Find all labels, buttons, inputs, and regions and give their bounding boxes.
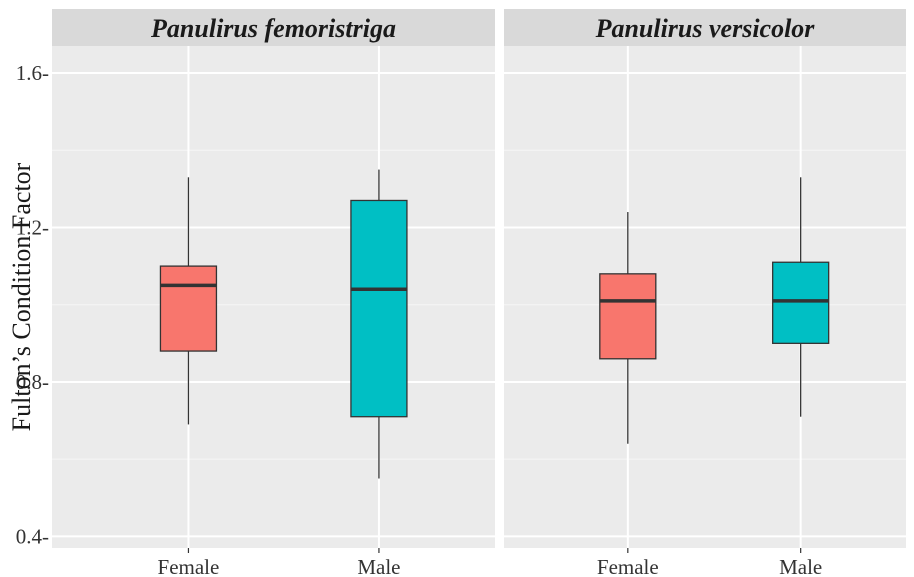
boxplots (599, 177, 830, 444)
y-tick-label: 0.8- (16, 370, 49, 394)
box-body (350, 199, 408, 418)
box-female (159, 177, 218, 425)
box-body (599, 273, 657, 360)
box-male (772, 177, 830, 417)
panel-title: Panulirus femoristriga (150, 14, 396, 43)
x-tick-label: Male (779, 555, 822, 577)
x-tick-label: Female (597, 555, 659, 577)
panel-title: Panulirus versicolor (595, 14, 816, 43)
x-tick-label: Male (357, 555, 400, 577)
panel-versicolor: Panulirus versicolor (504, 9, 906, 548)
box-male (350, 169, 408, 479)
box-body (772, 261, 830, 344)
boxplots (159, 169, 408, 479)
y-tick-label: 0.4- (16, 524, 49, 548)
y-tick-label: 1.6- (16, 61, 49, 85)
x-axis: Female Male Female Male (158, 548, 822, 577)
panel-femoristriga: Panulirus femoristriga (52, 9, 495, 548)
box-female (599, 212, 657, 444)
strip-background (504, 9, 906, 46)
box-body (159, 265, 218, 352)
y-axis-title: Fulton’s Condition Factor (7, 162, 36, 431)
strip-background (52, 9, 495, 46)
x-tick-label: Female (158, 555, 220, 577)
y-axis: 0.4- 0.8- 1.2- 1.6- (16, 61, 49, 548)
panel-background (504, 46, 906, 548)
y-tick-label: 1.2- (16, 215, 49, 239)
panel-background (52, 46, 495, 548)
